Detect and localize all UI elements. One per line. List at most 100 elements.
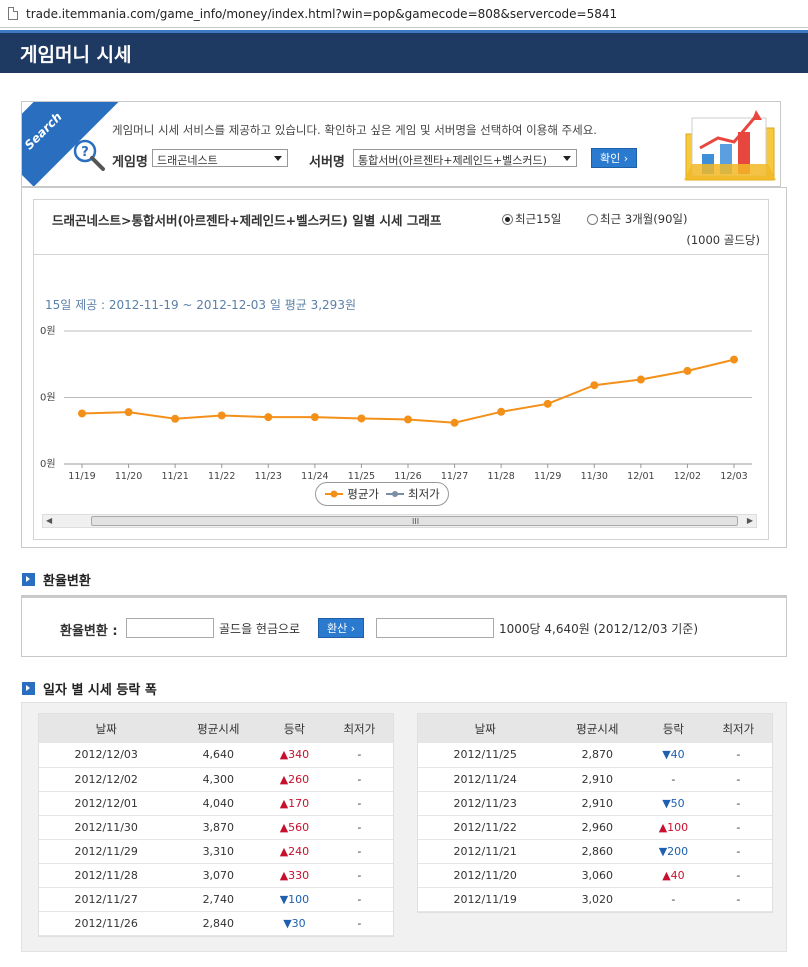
change-cell: ▲100 bbox=[642, 815, 705, 840]
radio-90days-label: 최근 3개월(90일) bbox=[600, 212, 688, 226]
radio-90days-dot[interactable] bbox=[587, 213, 598, 225]
avg-price-cell: 3,310 bbox=[173, 839, 264, 864]
table-row: 2012/11/28 3,070 ▲330- bbox=[39, 863, 393, 888]
change-cell: ▲560 bbox=[263, 815, 326, 840]
conversion-heading: 환율변환 bbox=[22, 570, 91, 589]
chart-illustration-icon bbox=[684, 110, 776, 181]
min-price-cell: - bbox=[704, 791, 772, 816]
daily-heading-text: 일자 별 시세 등락 폭 bbox=[43, 683, 157, 698]
min-price-cell: - bbox=[325, 743, 393, 768]
change-cell: ▼40 bbox=[642, 743, 705, 768]
scroll-thumb[interactable]: III bbox=[91, 516, 738, 526]
data-point bbox=[357, 414, 366, 423]
graph-panel: 드래곤네스트>통합서버(아르젠타+제레인드+벨스커드) 일별 시세 그래프 최근… bbox=[21, 187, 787, 548]
date-cell: 2012/11/29 bbox=[39, 839, 174, 864]
table-row: 2012/12/03 4,640 ▲340- bbox=[39, 743, 393, 768]
date-cell: 2012/12/01 bbox=[39, 791, 174, 816]
avg-price-cell: 2,860 bbox=[552, 839, 643, 864]
legend-min-label: 최저가 bbox=[408, 487, 440, 501]
column-header: 최저가 bbox=[704, 714, 772, 743]
min-price-cell: - bbox=[704, 839, 772, 864]
change-cell: ▲240 bbox=[263, 839, 326, 864]
x-tick-label: 12/01 bbox=[627, 471, 654, 482]
game-select[interactable]: 드래곤네스트 bbox=[152, 149, 288, 167]
table-row: 2012/11/23 2,910 ▼50- bbox=[418, 791, 772, 816]
radio-15days[interactable]: 최근15일 bbox=[502, 211, 561, 227]
data-point bbox=[636, 375, 645, 384]
graph-title: 드래곤네스트>통합서버(아르젠타+제레인드+벨스커드) 일별 시세 그래프 bbox=[52, 213, 442, 228]
table-row: 2012/11/29 3,310 ▲240- bbox=[39, 839, 393, 864]
table-row: 2012/11/27 2,740 ▼100- bbox=[39, 887, 393, 912]
x-tick-label: 11/20 bbox=[115, 471, 142, 482]
graph-frame: 드래곤네스트>통합서버(아르젠타+제레인드+벨스커드) 일별 시세 그래프 최근… bbox=[33, 199, 769, 540]
convert-button[interactable]: 환산 › bbox=[318, 618, 365, 638]
gold-amount-input[interactable] bbox=[126, 618, 214, 638]
data-point bbox=[543, 399, 552, 408]
radio-90days[interactable]: 최근 3개월(90일) bbox=[587, 211, 687, 227]
chart-scrollbar[interactable]: ◀ III ▶ bbox=[42, 514, 757, 528]
table-row: 2012/12/02 4,300 ▲260- bbox=[39, 767, 393, 792]
radio-15days-dot[interactable] bbox=[502, 213, 513, 225]
data-point bbox=[310, 413, 319, 422]
y-tick-label: 0원 bbox=[40, 458, 56, 470]
address-bar[interactable]: trade.itemmania.com/game_info/money/inde… bbox=[0, 0, 808, 28]
date-cell: 2012/11/19 bbox=[418, 887, 553, 912]
graph-divider bbox=[34, 254, 768, 255]
data-point bbox=[590, 381, 599, 390]
server-label: 서버명 bbox=[309, 155, 345, 170]
change-cell: ▲330 bbox=[263, 863, 326, 888]
column-header: 최저가 bbox=[325, 714, 393, 743]
title-bar: 게임머니 시세 bbox=[0, 30, 808, 73]
date-cell: 2012/11/24 bbox=[418, 767, 553, 792]
page-title: 게임머니 시세 bbox=[20, 43, 132, 66]
table-row: 2012/11/24 2,910- - bbox=[418, 767, 772, 792]
date-cell: 2012/11/21 bbox=[418, 839, 553, 864]
column-header: 날짜 bbox=[39, 714, 174, 743]
table-row: 2012/11/25 2,870 ▼40- bbox=[418, 743, 772, 768]
confirm-button[interactable]: 확인 › bbox=[591, 148, 638, 168]
legend-avg-label: 평균가 bbox=[347, 487, 379, 501]
confirm-button-label: 확인 bbox=[600, 152, 621, 165]
x-tick-label: 11/30 bbox=[581, 471, 608, 482]
x-tick-label: 11/26 bbox=[394, 471, 421, 482]
conversion-label: 환율변환 : bbox=[60, 624, 118, 639]
avg-price-cell: 2,910 bbox=[552, 791, 643, 816]
table-row: 2012/12/01 4,040 ▲170- bbox=[39, 791, 393, 816]
change-cell: ▲40 bbox=[642, 863, 705, 888]
chart-summary: 15일 제공 : 2012-11-19 ~ 2012-12-03 일 평균 3,… bbox=[45, 298, 356, 312]
date-cell: 2012/12/02 bbox=[39, 767, 174, 792]
min-price-cell: - bbox=[325, 767, 393, 792]
x-tick-label: 11/25 bbox=[348, 471, 375, 482]
date-cell: 2012/12/03 bbox=[39, 743, 174, 768]
scroll-left-arrow[interactable]: ◀ bbox=[46, 516, 53, 525]
change-cell: ▼50 bbox=[642, 791, 705, 816]
scroll-grip: III bbox=[412, 517, 420, 526]
date-cell: 2012/11/26 bbox=[39, 911, 174, 936]
change-cell: ▲260 bbox=[263, 767, 326, 792]
date-cell: 2012/11/25 bbox=[418, 743, 553, 768]
x-tick-label: 11/29 bbox=[534, 471, 561, 482]
avg-price-cell: 2,870 bbox=[552, 743, 643, 768]
change-cell: ▼200 bbox=[642, 839, 705, 864]
x-tick-label: 11/21 bbox=[161, 471, 188, 482]
gold-to-cash-text: 골드을 현금으로 bbox=[219, 622, 301, 636]
section-bullet-icon bbox=[22, 682, 35, 695]
server-select[interactable]: 통합서버(아르젠타+제레인드+벨스커드) bbox=[353, 149, 577, 167]
change-cell: - bbox=[642, 887, 705, 912]
price-line-chart: 15일 제공 : 2012-11-19 ~ 2012-12-03 일 평균 3,… bbox=[40, 298, 752, 482]
series-line-avg bbox=[81, 358, 735, 424]
table-row: 2012/11/19 3,020- - bbox=[418, 887, 772, 912]
legend-avg-marker bbox=[325, 490, 344, 498]
legend-min-marker bbox=[386, 491, 404, 497]
scroll-right-arrow[interactable]: ▶ bbox=[746, 516, 753, 525]
date-cell: 2012/11/28 bbox=[39, 863, 174, 888]
data-point bbox=[450, 418, 459, 427]
cash-result-input[interactable] bbox=[376, 618, 494, 638]
daily-table-right: 날짜 평균시세 등락 최저가 2012/11/25 2,870 ▼40-2012/11/2… bbox=[417, 713, 773, 913]
min-price-cell: - bbox=[325, 863, 393, 888]
column-header: 등락 bbox=[642, 714, 705, 743]
data-point bbox=[730, 355, 738, 364]
table-row: 2012/11/30 3,870 ▲560- bbox=[39, 815, 393, 840]
column-header: 평균시세 bbox=[552, 714, 643, 743]
daily-table-left: 날짜 평균시세 등락 최저가 2012/12/03 4,640 ▲340-2012/12/… bbox=[38, 713, 394, 937]
